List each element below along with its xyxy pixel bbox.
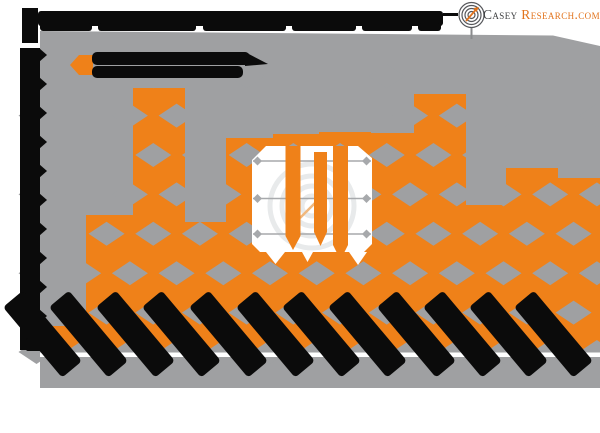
- title-first-glyph-blob: [22, 8, 38, 43]
- x-tick-label-blob: [283, 292, 360, 377]
- y-tick-label-blob: [39, 251, 47, 265]
- bar-over-watermark: [285, 146, 301, 236]
- casey-spiral-icon[interactable]: [458, 1, 485, 29]
- x-tick-label-blob: [329, 292, 406, 377]
- x-tick-label-blob: [237, 292, 314, 377]
- gridline-nub: [362, 229, 371, 239]
- casey-research-logo[interactable]: Casey Research.com: [483, 5, 600, 25]
- x-axis-labels-redacted: [4, 292, 592, 377]
- x-axis-line: [40, 352, 600, 357]
- chart-title-redacted: [22, 8, 473, 43]
- x-tick-label-blob: [97, 292, 174, 377]
- y-tick-label-blob: [39, 280, 47, 294]
- gridline-nub: [253, 229, 262, 239]
- x-tick-label-blob: [4, 292, 81, 377]
- legend-label-redacted: [92, 52, 250, 65]
- y-tick-label-blob: [39, 164, 47, 178]
- y-tick-label-blob: [39, 135, 47, 149]
- gridline-nub: [253, 156, 262, 166]
- logo-drop-line: [470, 27, 473, 39]
- x-tick-label-blob: [515, 292, 592, 377]
- watermark-box: [252, 146, 372, 265]
- y-tick-label-blob: [39, 48, 47, 62]
- x-tick-label-blob: [424, 292, 501, 377]
- brand-secondary-label: Research.com: [521, 7, 600, 22]
- gridline-nub: [362, 194, 371, 203]
- y-axis-labels-redacted: [20, 48, 47, 351]
- x-tick-label-blob: [50, 292, 127, 377]
- legend-diamond-icon: [70, 55, 93, 75]
- y-tick-label-blob: [39, 77, 47, 91]
- y-tick-label-blob: [39, 193, 47, 207]
- gridline-nub: [253, 194, 262, 203]
- bar-over-watermark: [314, 152, 327, 232]
- y-tick-label-blob: [39, 222, 47, 236]
- gridline-nub: [362, 156, 371, 166]
- x-tick-label-blob: [378, 292, 455, 377]
- brand-primary-label: Casey: [483, 7, 518, 22]
- bar-over-watermark: [333, 146, 348, 245]
- x-tick-label-blob: [470, 292, 547, 377]
- x-tick-label-blob: [190, 292, 267, 377]
- y-tick-label-blob: [39, 106, 47, 120]
- title-logo-connector: [443, 13, 458, 16]
- legend: [70, 52, 268, 78]
- x-tick-label-blob: [143, 292, 220, 377]
